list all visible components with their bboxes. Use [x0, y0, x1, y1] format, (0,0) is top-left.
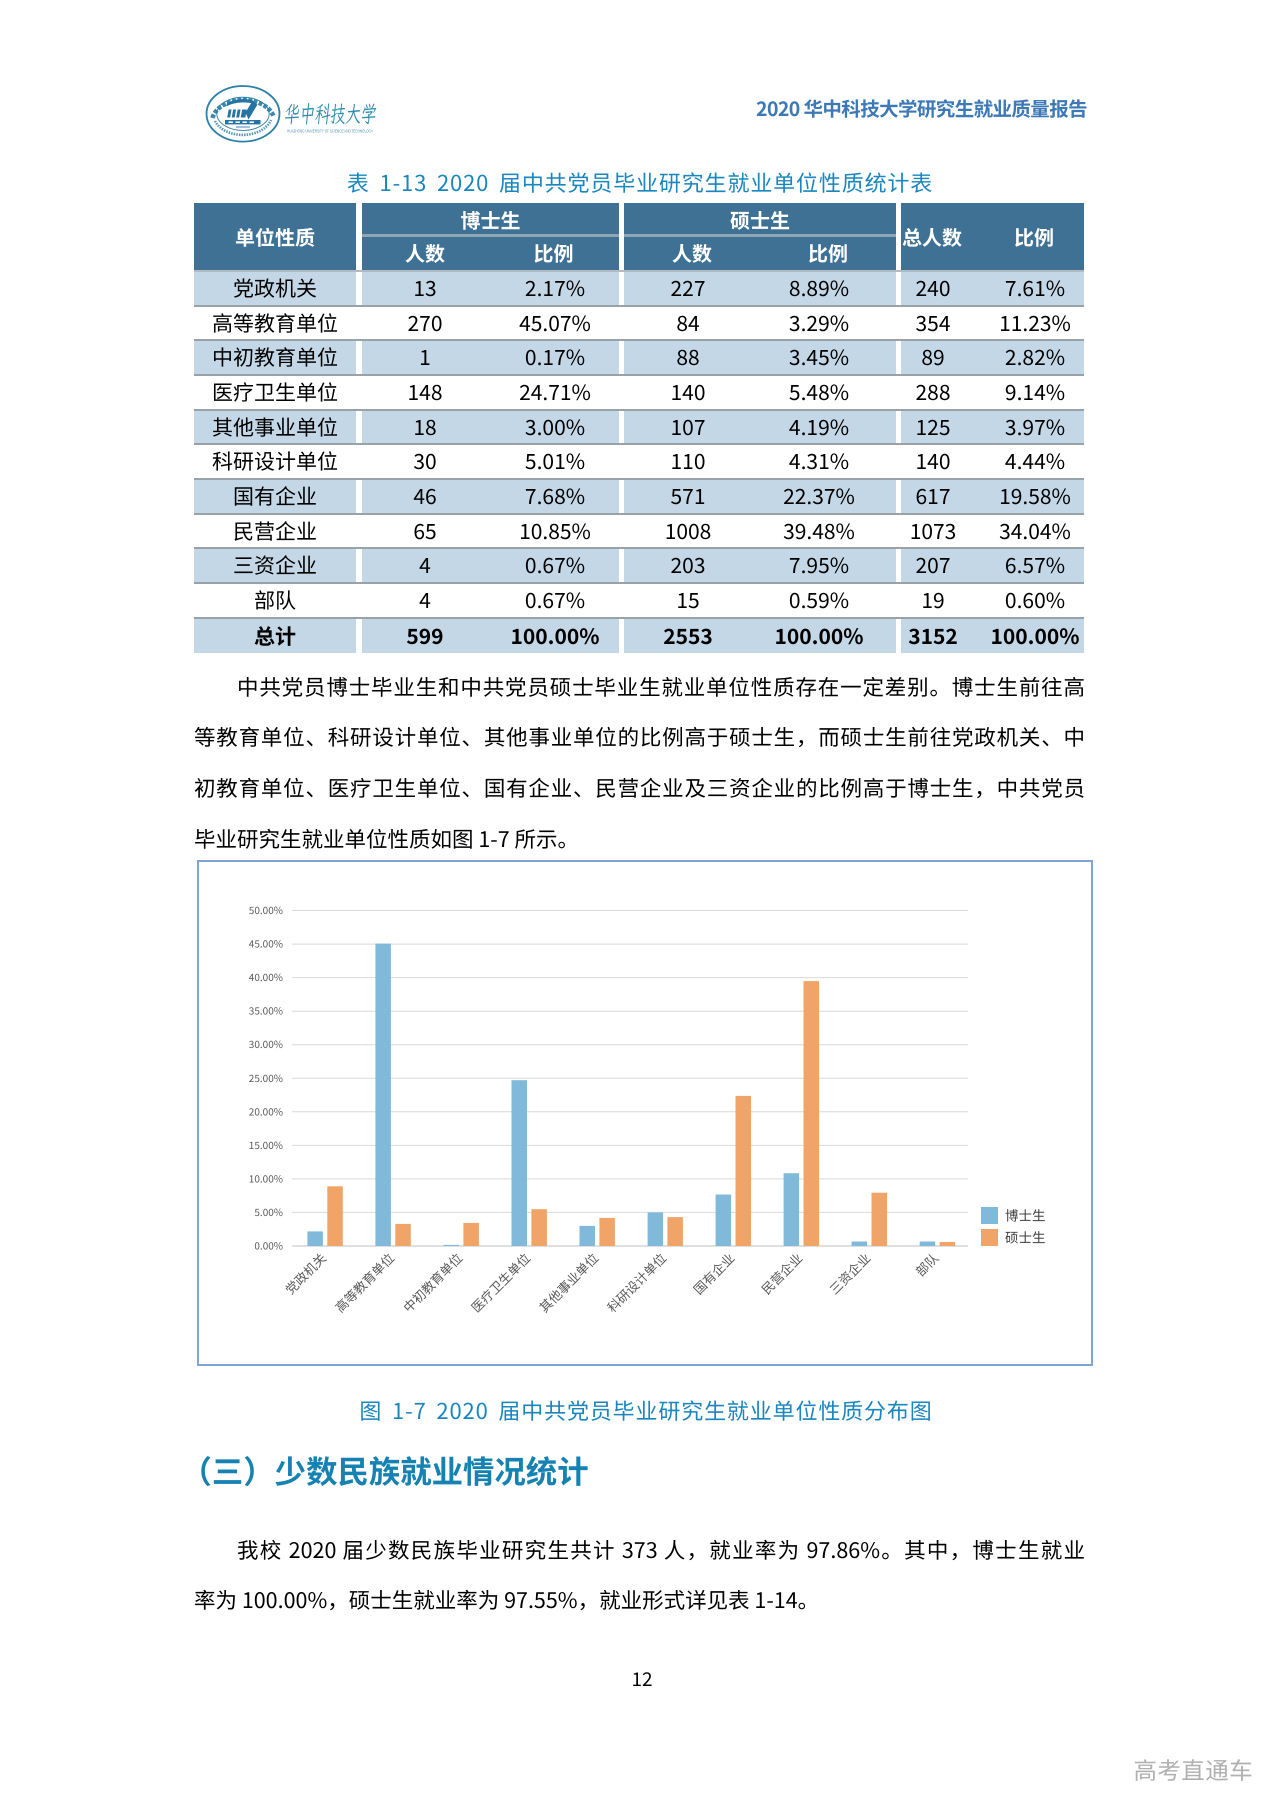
svg-text:10.00%: 10.00%: [249, 1170, 283, 1185]
svg-text:HUAZHONG UNIVERSITY OF SCIENCE: HUAZHONG UNIVERSITY OF SCIENCE AND TECHN…: [287, 129, 373, 134]
svg-text:25.00%: 25.00%: [249, 1070, 283, 1085]
svg-text:30.00%: 30.00%: [249, 1036, 283, 1051]
svg-text:5.00%: 5.00%: [254, 1204, 283, 1219]
svg-text:45.00%: 45.00%: [249, 936, 283, 951]
svg-text:硕士生: 硕士生: [1005, 1227, 1046, 1247]
svg-text:20.00%: 20.00%: [249, 1103, 283, 1118]
svg-text:40.00%: 40.00%: [249, 969, 283, 984]
svg-text:15.00%: 15.00%: [249, 1137, 283, 1152]
svg-text:华中科技大学: 华中科技大学: [283, 98, 378, 129]
svg-text:博士生: 博士生: [1005, 1205, 1046, 1225]
svg-text:0.00%: 0.00%: [254, 1238, 283, 1253]
svg-text:50.00%: 50.00%: [249, 902, 283, 917]
svg-text:35.00%: 35.00%: [249, 1003, 283, 1018]
